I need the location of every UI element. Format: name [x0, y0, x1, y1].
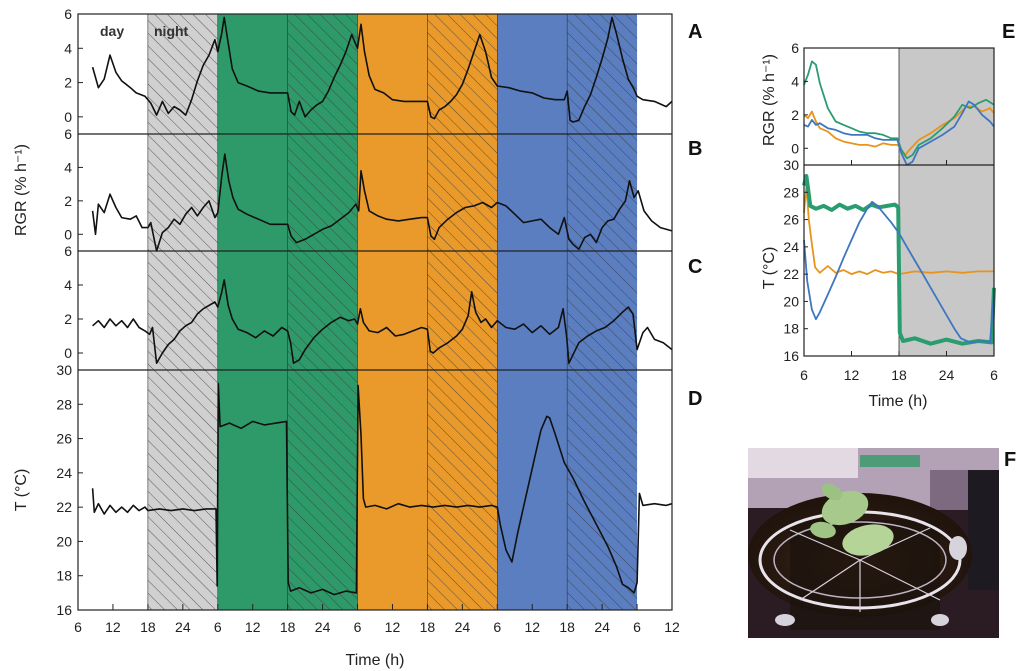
y-tick-label: 18 — [56, 568, 72, 584]
x-tick-label: 18 — [140, 619, 156, 635]
x-tick-label: 12 — [385, 619, 401, 635]
x-tick-label: 6 — [214, 619, 222, 635]
e-x-tick-label: 6 — [990, 367, 998, 383]
x-tick-label: 24 — [175, 619, 191, 635]
e-y-tick-label: 2 — [791, 107, 799, 123]
night-hatch-6 — [567, 14, 638, 610]
e-y-tick-label: 18 — [783, 321, 799, 337]
e-x-tick-label: 6 — [800, 367, 808, 383]
e-y-tick-label: 20 — [783, 293, 799, 309]
y-tick-label: 28 — [56, 396, 72, 412]
y-tick-label: 6 — [64, 6, 72, 22]
night-hatch-0 — [147, 14, 218, 610]
e-series-1-0 — [803, 184, 994, 275]
x-tick-label: 18 — [420, 619, 436, 635]
e-y-tick-label: 0 — [791, 140, 799, 156]
x-tick-label: 18 — [280, 619, 296, 635]
series-line-c — [92, 279, 673, 364]
y-tick-label: 24 — [56, 465, 72, 481]
e-series-1-2 — [803, 200, 995, 344]
night-shading — [899, 48, 994, 356]
e-y-tick-label: 16 — [783, 348, 799, 364]
e-y-tick-label: 28 — [783, 184, 799, 200]
e-temperature-y-axis-label: T (°C) — [761, 247, 778, 290]
night-annotation: night — [154, 23, 189, 39]
x-tick-label: 24 — [594, 619, 610, 635]
rgr-y-axis-label: RGR (% h⁻¹) — [13, 144, 30, 236]
y-tick-label: 0 — [64, 109, 72, 125]
x-tick-label: 24 — [455, 619, 471, 635]
e-series-0-2 — [803, 100, 995, 166]
day-annotation: day — [100, 23, 124, 39]
y-tick-label: 30 — [56, 362, 72, 378]
plant-photo — [748, 448, 999, 638]
y-tick-label: 20 — [56, 533, 72, 549]
x-tick-label: 12 — [245, 619, 261, 635]
y-tick-label: 2 — [64, 193, 72, 209]
y-tick-label: 2 — [64, 75, 72, 91]
panel-e-night-background — [898, 48, 994, 356]
y-tick-label: 6 — [64, 243, 72, 259]
y-tick-label: 4 — [64, 159, 72, 175]
x-tick-label: 12 — [524, 619, 540, 635]
night-hatch-2 — [287, 14, 358, 610]
condition-backgrounds — [147, 14, 638, 610]
series-line-a — [91, 16, 673, 123]
e-x-tick-label: 12 — [844, 367, 860, 383]
y-tick-label: 26 — [56, 431, 72, 447]
e-rgr-y-axis-label: RGR (% h⁻¹) — [761, 54, 778, 146]
condition-band-5 — [497, 14, 568, 610]
night-hatch-4 — [427, 14, 498, 610]
e-y-tick-label: 26 — [783, 212, 799, 228]
e-y-tick-label: 30 — [783, 157, 799, 173]
left-panel-frames — [77, 13, 673, 611]
y-tick-label: 4 — [64, 277, 72, 293]
y-tick-label: 6 — [64, 126, 72, 142]
x-tick-label: 24 — [315, 619, 331, 635]
left-frame — [77, 13, 673, 611]
y-tick-label: 0 — [64, 345, 72, 361]
e-x-axis-label: Time (h) — [869, 393, 928, 410]
x-tick-label: 6 — [354, 619, 362, 635]
panel-label-e: E — [1002, 21, 1015, 43]
x-tick-label: 12 — [105, 619, 121, 635]
y-tick-label: 22 — [56, 499, 72, 515]
y-tick-label: 2 — [64, 311, 72, 327]
panel-label-b: B — [688, 138, 702, 160]
e-y-tick-label: 22 — [783, 266, 799, 282]
y-tick-label: 4 — [64, 40, 72, 56]
condition-band-3 — [357, 14, 428, 610]
y-tick-label: 0 — [64, 226, 72, 242]
panel-label-f: F — [1004, 449, 1016, 471]
temperature-y-axis-label: T (°C) — [13, 469, 30, 512]
e-x-tick-label: 24 — [939, 367, 955, 383]
e-y-tick-label: 4 — [791, 73, 799, 89]
left-series-lines — [91, 16, 673, 596]
e-x-tick-label: 18 — [891, 367, 907, 383]
series-line-b — [91, 153, 673, 252]
e-y-tick-label: 6 — [791, 40, 799, 56]
x-tick-label: 12 — [664, 619, 680, 635]
x-tick-label: 6 — [633, 619, 641, 635]
panel-label-c: C — [688, 256, 702, 278]
condition-band-1 — [217, 14, 288, 610]
e-series-1-1 — [802, 173, 996, 346]
panel-e-series-lines — [802, 60, 996, 346]
x-tick-label: 6 — [74, 619, 82, 635]
e-series-0-0 — [803, 105, 995, 156]
series-line-d — [91, 382, 673, 596]
e-series-0-1 — [803, 60, 995, 160]
panel-label-d: D — [688, 388, 702, 410]
panel-label-a: A — [688, 21, 702, 43]
x-tick-label: 18 — [559, 619, 575, 635]
left-x-axis-label: Time (h) — [346, 652, 405, 669]
e-y-tick-label: 24 — [783, 239, 799, 255]
y-tick-label: 16 — [56, 602, 72, 618]
x-tick-label: 6 — [493, 619, 501, 635]
